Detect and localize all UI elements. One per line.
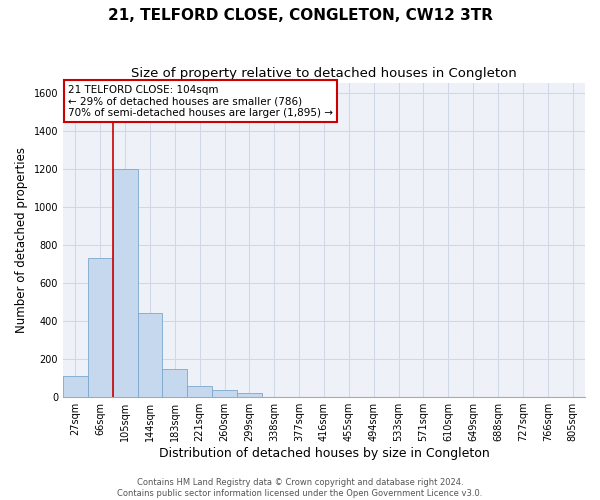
Bar (237, 394, 262, 397)
Bar (212, 390, 237, 397)
Bar (113, 168, 137, 397)
Title: Size of property relative to detached houses in Congleton: Size of property relative to detached ho… (131, 68, 517, 80)
Bar (163, 370, 187, 397)
Text: 21, TELFORD CLOSE, CONGLETON, CW12 3TR: 21, TELFORD CLOSE, CONGLETON, CW12 3TR (107, 8, 493, 22)
Bar (137, 314, 163, 397)
Y-axis label: Number of detached properties: Number of detached properties (15, 147, 28, 333)
X-axis label: Distribution of detached houses by size in Congleton: Distribution of detached houses by size … (158, 447, 490, 460)
Text: 21 TELFORD CLOSE: 104sqm
← 29% of detached houses are smaller (786)
70% of semi-: 21 TELFORD CLOSE: 104sqm ← 29% of detach… (68, 84, 333, 118)
Bar (63, 376, 88, 397)
Text: Contains HM Land Registry data © Crown copyright and database right 2024.
Contai: Contains HM Land Registry data © Crown c… (118, 478, 482, 498)
Bar (88, 258, 113, 397)
Bar (187, 386, 212, 397)
